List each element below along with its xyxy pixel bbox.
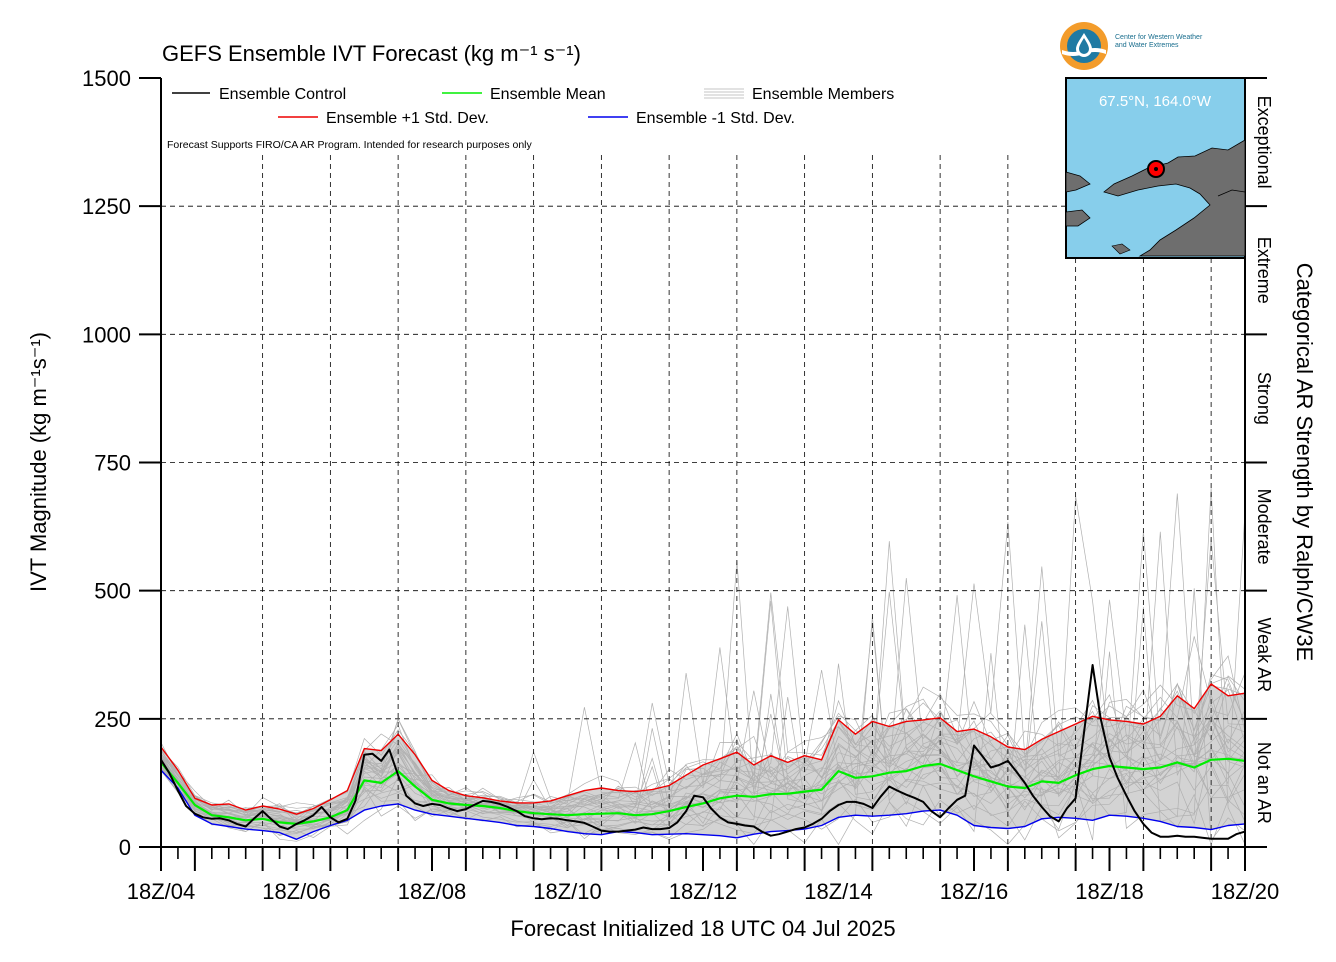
cw3e-logo-icon bbox=[1060, 22, 1108, 70]
y-axis-label: IVT Magnitude (kg m⁻¹s⁻¹) bbox=[26, 332, 51, 592]
inset-land-islet bbox=[1111, 243, 1131, 255]
y-tick-label: 1250 bbox=[82, 194, 131, 219]
x-tick-label: 18Z/12 bbox=[669, 879, 738, 904]
ensemble-member-line bbox=[160, 624, 1246, 833]
x-tick-label: 18Z/14 bbox=[804, 879, 873, 904]
ensemble-member-line bbox=[160, 493, 1246, 816]
ensemble-members-layer bbox=[160, 488, 1246, 846]
ensemble-member-line bbox=[160, 675, 1246, 814]
grid-layer bbox=[161, 155, 1245, 847]
ar-category-label: Not an AR bbox=[1254, 742, 1274, 824]
legend-plus-std-label: Ensemble +1 Std. Dev. bbox=[326, 110, 489, 127]
right-axis-label: Categorical AR Strength by Ralph/CW3E bbox=[1292, 263, 1317, 662]
x-tick-label: 18Z/20 bbox=[1211, 879, 1280, 904]
ensemble-member-line bbox=[160, 488, 1246, 846]
x-axis-label: Forecast Initialized 18 UTC 04 Jul 2025 bbox=[510, 916, 895, 941]
ar-category-label: Weak AR bbox=[1254, 617, 1274, 692]
chart-title: GEFS Ensemble IVT Forecast (kg m⁻¹ s⁻¹) bbox=[162, 41, 581, 66]
mean-line bbox=[160, 757, 1246, 826]
ensemble-member-line bbox=[160, 682, 1246, 816]
cw3e-logo-text: Center for Western Weather and Water Extr… bbox=[1115, 34, 1203, 49]
y-tick-label: 500 bbox=[94, 579, 131, 604]
inset-land-west bbox=[1065, 171, 1091, 193]
y-tick-label: 250 bbox=[94, 707, 131, 732]
cw3e-logo: Center for Western Weather and Water Extr… bbox=[1058, 20, 1238, 72]
inset-coordinate-label: 67.5°N, 164.0°W bbox=[1099, 93, 1212, 110]
plus-std-line bbox=[160, 683, 1246, 815]
ensemble-member-line bbox=[160, 583, 1246, 812]
inset-border bbox=[1217, 189, 1246, 197]
x-tick-label: 18Z/16 bbox=[940, 879, 1009, 904]
legend-members-label: Ensemble Members bbox=[752, 86, 894, 103]
inset-land-mainland bbox=[1103, 139, 1246, 257]
series-layer bbox=[160, 664, 1246, 840]
x-tick-label: 18Z/06 bbox=[262, 879, 331, 904]
ensemble-member-line bbox=[160, 606, 1246, 821]
ensemble-member-line bbox=[160, 672, 1246, 826]
ar-category-label: Moderate bbox=[1254, 489, 1274, 565]
x-tick-label: 18Z/18 bbox=[1075, 879, 1144, 904]
ensemble-member-line bbox=[160, 623, 1246, 830]
legend-minus-std-label: Ensemble -1 Std. Dev. bbox=[636, 110, 795, 127]
legend-mean-label: Ensemble Mean bbox=[490, 86, 606, 103]
control-line bbox=[160, 664, 1246, 840]
y-tick-label: 0 bbox=[119, 835, 131, 860]
location-inset-map: 67.5°N, 164.0°W bbox=[1065, 77, 1246, 259]
legend-members-swatch bbox=[704, 88, 744, 99]
research-note: Forecast Supports FIRO/CA AR Program. In… bbox=[167, 139, 533, 151]
ar-category-label: Strong bbox=[1254, 372, 1274, 425]
y-tick-label: 1000 bbox=[82, 322, 131, 347]
ar-category-label: Exceptional bbox=[1254, 96, 1274, 189]
location-marker-center bbox=[1154, 167, 1158, 171]
ar-category-label: Extreme bbox=[1254, 237, 1274, 304]
ensemble-member-line bbox=[160, 588, 1246, 842]
legend-control-label: Ensemble Control bbox=[219, 86, 346, 103]
x-tick-label: 18Z/04 bbox=[127, 879, 196, 904]
y-tick-label: 750 bbox=[94, 451, 131, 476]
inset-land-island bbox=[1065, 209, 1091, 227]
ensemble-member-line bbox=[160, 761, 1246, 831]
x-tick-label: 18Z/08 bbox=[398, 879, 467, 904]
legend: Ensemble Control Ensemble Mean Ensemble … bbox=[172, 86, 894, 127]
x-tick-label: 18Z/10 bbox=[533, 879, 602, 904]
y-tick-label: 1500 bbox=[82, 66, 131, 91]
